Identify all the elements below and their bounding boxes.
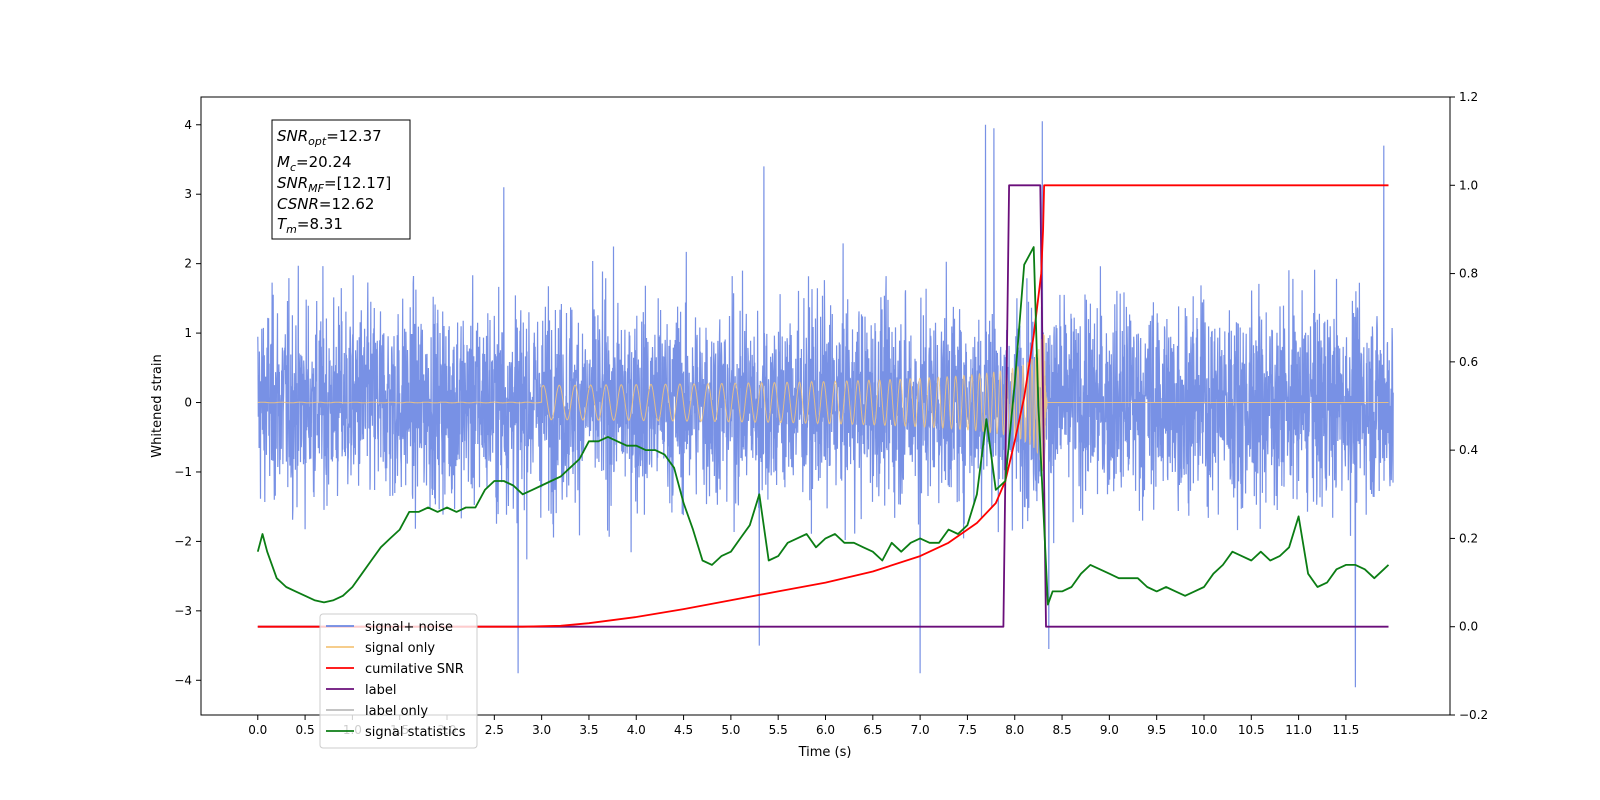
y2-tick-label: 0.2 xyxy=(1459,531,1478,545)
legend-label: signal only xyxy=(365,641,435,656)
x-tick-label: 6.0 xyxy=(816,723,835,737)
x-tick-label: 4.0 xyxy=(627,723,646,737)
x-axis-title: Time (s) xyxy=(798,745,852,760)
y-tick-label: 0 xyxy=(184,396,192,410)
x-tick-label: 0.0 xyxy=(248,723,267,737)
tm-text: Tm=8.31 xyxy=(277,215,343,236)
x-tick-label: 10.0 xyxy=(1191,723,1218,737)
legend: signal+ noise signal only cumilative SNR la… xyxy=(319,613,478,749)
y-axis-left: 4 3 2 1 0 −1 −2 −3 −4 xyxy=(174,118,201,687)
y2-tick-label: 0.4 xyxy=(1459,443,1478,457)
legend-label: label xyxy=(365,683,396,698)
legend-label: label only xyxy=(365,704,428,719)
y-tick-label: 3 xyxy=(184,187,192,201)
y2-tick-label: 0.6 xyxy=(1459,355,1478,369)
csnr-text: CSNR=12.62 xyxy=(277,195,374,213)
x-tick-label: 9.0 xyxy=(1100,723,1119,737)
y2-tick-label: 0.0 xyxy=(1459,620,1478,634)
y-tick-label: 4 xyxy=(184,118,192,132)
x-tick-label: 7.0 xyxy=(911,723,930,737)
x-tick-label: 5.5 xyxy=(769,723,788,737)
x-tick-label: 8.0 xyxy=(1005,723,1024,737)
series-signal-only xyxy=(257,333,1389,509)
y-tick-label: −2 xyxy=(174,534,192,548)
y-tick-label: −1 xyxy=(174,465,192,479)
x-tick-label: 8.5 xyxy=(1053,723,1072,737)
legend-label: signal+ noise xyxy=(365,620,453,635)
x-tick-label: 10.5 xyxy=(1238,723,1265,737)
x-tick-label: 3.5 xyxy=(579,723,598,737)
x-tick-label: 0.5 xyxy=(296,723,315,737)
snr-opt-text: SNRopt=12.37 xyxy=(277,127,382,148)
metrics-info-box: SNRopt=12.37 Mc=20.24 SNRMF=[12.17] CSNR… xyxy=(271,119,411,240)
y-axis-right: 1.2 1.0 0.8 0.6 0.4 0.2 0.0 −0.2 xyxy=(1450,90,1488,722)
y2-tick-label: 0.8 xyxy=(1459,267,1478,281)
x-tick-label: 11.0 xyxy=(1285,723,1312,737)
mc-text: Mc=20.24 xyxy=(277,153,352,174)
x-tick-label: 3.0 xyxy=(532,723,551,737)
series-layer xyxy=(256,121,1394,688)
y2-tick-label: −0.2 xyxy=(1459,708,1488,722)
y-tick-label: −3 xyxy=(174,604,192,618)
y-tick-label: 2 xyxy=(184,257,192,271)
x-tick-label: 2.5 xyxy=(485,723,504,737)
series-signal-noise xyxy=(257,121,1394,688)
series-cumulative-snr xyxy=(257,184,1389,628)
y2-tick-label: 1.2 xyxy=(1459,90,1478,104)
snr-mf-text: SNRMF=[12.17] xyxy=(277,174,391,195)
y-axis-title: Whitened strain xyxy=(150,354,165,457)
x-tick-label: 5.0 xyxy=(721,723,740,737)
x-tick-label: 9.5 xyxy=(1147,723,1166,737)
x-tick-label: 7.5 xyxy=(958,723,977,737)
y-tick-label: 1 xyxy=(184,326,192,340)
legend-label: signal statistics xyxy=(365,725,466,740)
series-signal-statistics xyxy=(256,246,1390,606)
x-tick-label: 11.5 xyxy=(1333,723,1360,737)
x-tick-label: 4.5 xyxy=(674,723,693,737)
legend-label: cumilative SNR xyxy=(365,662,464,677)
legend-frame xyxy=(319,613,478,749)
y2-tick-label: 1.0 xyxy=(1459,178,1478,192)
x-tick-label: 6.5 xyxy=(863,723,882,737)
series-label xyxy=(257,184,1389,628)
y-tick-label: −4 xyxy=(174,673,192,687)
